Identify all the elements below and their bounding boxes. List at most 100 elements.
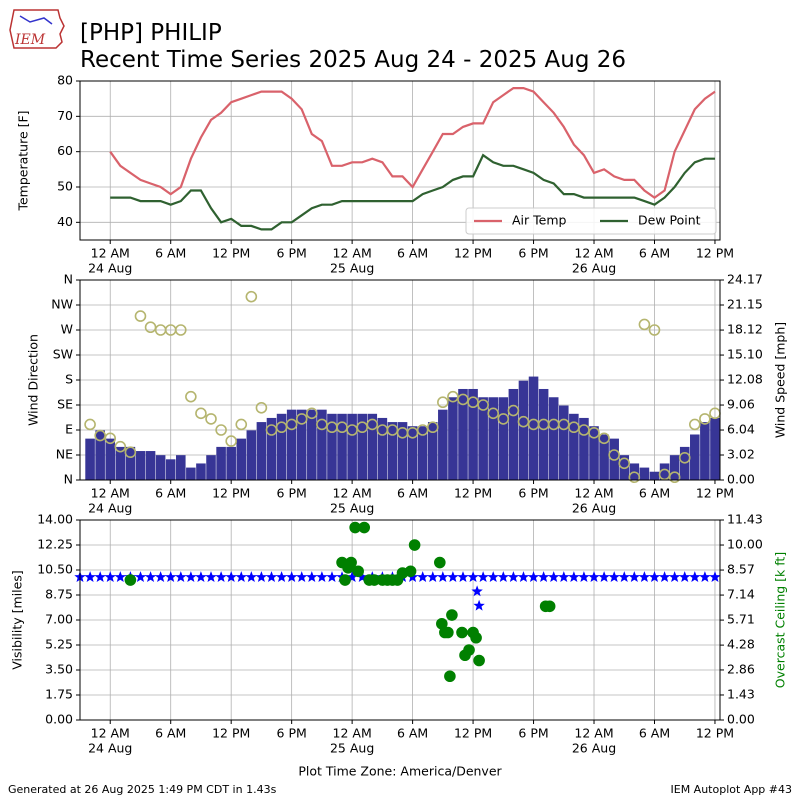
circle-marker: [295, 413, 308, 425]
bar: [296, 409, 307, 480]
x-tick-label: 6 AM: [155, 726, 186, 741]
x-tick-label: 6 AM: [397, 726, 428, 741]
star-marker: [316, 571, 328, 582]
y2-tick-label: 6.04: [727, 422, 755, 437]
x-tick-label: 12 PM: [454, 486, 492, 501]
bar: [165, 459, 176, 480]
star-marker: [548, 571, 560, 582]
bar: [367, 413, 378, 480]
y-tick-label: N: [64, 472, 73, 487]
star-marker: [507, 571, 520, 582]
circle-marker: [618, 457, 631, 470]
y-tick-label: 10.50: [37, 562, 73, 577]
bar: [508, 388, 519, 480]
y-tick-label: 0.00: [45, 712, 73, 727]
y2-tick-label: 8.57: [727, 562, 755, 577]
circle-marker: [306, 407, 318, 420]
circle-marker: [543, 600, 556, 613]
y-tick-label: N: [64, 272, 73, 287]
circle-marker: [608, 449, 620, 461]
circle-marker: [185, 390, 197, 403]
bar: [407, 426, 418, 480]
bar: [639, 467, 650, 480]
x-tick-label: 12 PM: [454, 726, 492, 741]
star-marker: [144, 571, 157, 582]
bar: [377, 417, 388, 480]
x-tick-label: 6 AM: [155, 246, 186, 261]
x-tick-label: 12 AM: [574, 246, 613, 261]
circle-marker: [437, 396, 449, 409]
bar: [357, 413, 367, 480]
bar: [216, 446, 226, 480]
circle-marker: [245, 290, 258, 303]
star-marker: [175, 571, 187, 582]
y2-tick-label: 0.00: [727, 712, 755, 727]
circle-marker: [358, 521, 371, 534]
bar: [599, 434, 609, 480]
bar: [458, 388, 468, 480]
bar: [266, 417, 277, 480]
circle-marker: [473, 654, 485, 667]
bar: [438, 409, 448, 480]
star-marker: [658, 571, 671, 582]
bar: [176, 455, 186, 480]
circle-marker: [174, 324, 187, 336]
bar: [85, 438, 95, 480]
star-marker: [417, 571, 429, 582]
star-marker: [608, 571, 620, 582]
bar: [700, 422, 710, 480]
bar: [669, 455, 680, 480]
y2-tick-label: 21.15: [727, 296, 763, 311]
bar: [488, 397, 499, 480]
star-marker: [185, 571, 197, 582]
star-marker: [487, 571, 499, 582]
bar: [95, 430, 105, 480]
circle-marker: [638, 318, 651, 331]
y-tick-label: 3.50: [45, 662, 73, 677]
x-tick-label: 12 AM: [333, 486, 372, 501]
bar: [548, 397, 559, 480]
circle-marker: [588, 426, 600, 439]
star-marker: [114, 571, 126, 582]
y-tick-label: 50: [57, 179, 73, 194]
star-marker: [215, 571, 227, 582]
x-tick-label: 6 PM: [518, 246, 548, 261]
circle-marker: [446, 609, 458, 621]
logo-outline: [9, 9, 65, 49]
star-marker: [497, 571, 509, 582]
bar: [226, 446, 236, 480]
bar: [589, 426, 599, 480]
y-tick-label: 8.75: [45, 587, 73, 602]
circle-marker: [205, 413, 217, 425]
bar: [518, 380, 529, 480]
circle-marker: [668, 471, 681, 484]
plot-frame: [79, 519, 721, 721]
bar: [317, 409, 327, 480]
y2-tick-label: 24.17: [727, 272, 763, 287]
plot-frame: [79, 80, 721, 241]
y2-tick-label: 11.43: [727, 512, 763, 527]
y-tick-label: 5.25: [45, 637, 73, 652]
x-tick-label: 6 AM: [397, 246, 428, 261]
x-tick-label: 12 AM: [91, 486, 130, 501]
plot-area: [109, 87, 716, 231]
x-tick-label: 12 AM: [333, 726, 372, 741]
x-tick-label: 6 AM: [155, 486, 186, 501]
x-tick-label: 12 AM: [574, 726, 613, 741]
star-marker: [275, 571, 288, 582]
bar: [427, 422, 438, 480]
circle-marker: [456, 626, 468, 639]
star-marker: [568, 571, 580, 582]
x-axis-label: Plot Time Zone: America/Denver: [298, 764, 502, 779]
bar: [115, 446, 126, 480]
star-marker: [628, 571, 640, 582]
subtitle: Recent Time Series 2025 Aug 24 - 2025 Au…: [80, 47, 626, 73]
star-marker: [306, 571, 318, 582]
circle-marker: [84, 418, 96, 431]
line: [109, 87, 716, 199]
line: [110, 153, 715, 231]
star-marker: [578, 571, 590, 582]
x-tick-label: 12 PM: [212, 486, 250, 501]
x-tick-label: 6 PM: [277, 246, 307, 261]
